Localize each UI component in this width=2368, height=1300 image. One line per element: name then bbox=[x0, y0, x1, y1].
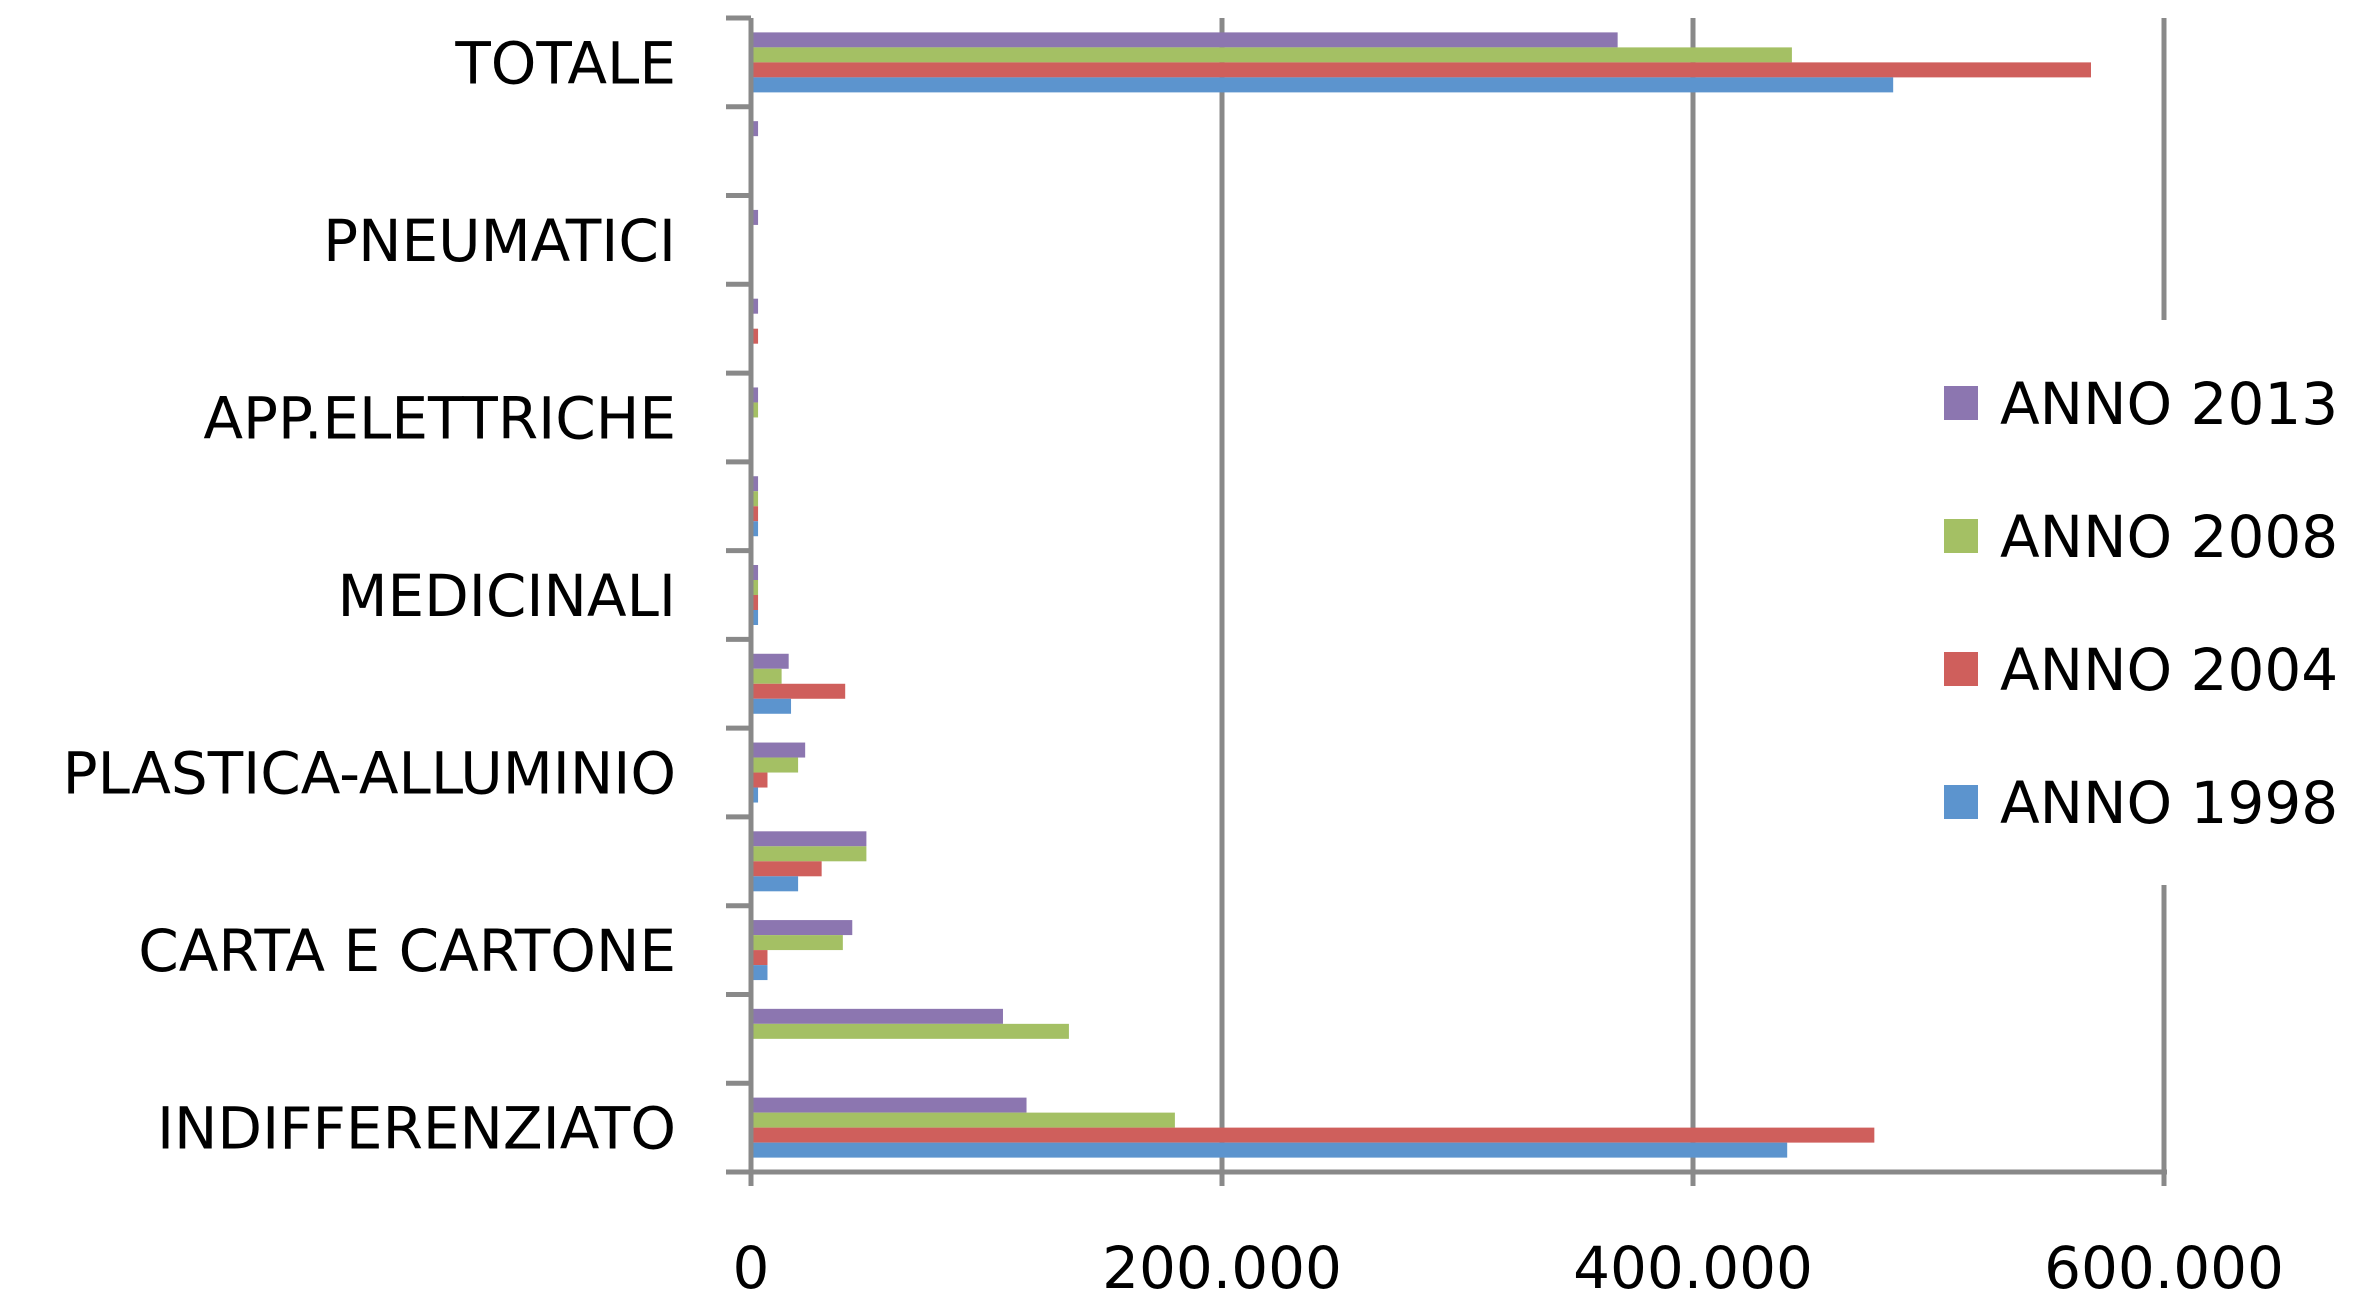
bar-0-0 bbox=[751, 1097, 1027, 1113]
bar-9-0 bbox=[751, 298, 759, 314]
bar-7-2 bbox=[751, 506, 759, 522]
legend-label-1: ANNO 2008 bbox=[2000, 503, 2338, 571]
bar-0-2 bbox=[751, 1127, 1875, 1143]
x-tick-label-2: 400.000 bbox=[1573, 1234, 1813, 1300]
bar-2-2 bbox=[751, 950, 768, 966]
bar-1-0 bbox=[751, 1008, 1003, 1024]
bar-6-1 bbox=[751, 580, 759, 595]
legend-swatch-1 bbox=[1944, 519, 1978, 553]
bar-12-1 bbox=[751, 47, 1792, 63]
category-label-6: MEDICINALI bbox=[337, 562, 676, 630]
legend-swatch-0 bbox=[1944, 386, 1978, 420]
bar-3-1 bbox=[751, 846, 867, 862]
category-label-2: CARTA E CARTONE bbox=[138, 917, 676, 985]
bar-12-0 bbox=[751, 32, 1618, 48]
bar-9-2 bbox=[751, 328, 759, 344]
gridlines bbox=[1219, 18, 2167, 1172]
bar-7-1 bbox=[751, 491, 759, 507]
category-label-4: PLASTICA-ALLUMINIO bbox=[63, 740, 676, 808]
category-label-8: APP.ELETTRICHE bbox=[203, 384, 676, 452]
category-labels: INDIFFERENZIATO CARTA E CARTONE PLASTICA-A… bbox=[63, 29, 676, 1162]
legend: ANNO 2013 ANNO 2008 ANNO 2004 ANNO 1998 bbox=[1944, 370, 2338, 837]
legend-label-2: ANNO 2004 bbox=[2000, 636, 2338, 704]
axes bbox=[726, 15, 2167, 1186]
bar-0-3 bbox=[751, 1142, 1788, 1158]
bar-6-3 bbox=[751, 610, 759, 625]
bar-2-3 bbox=[751, 965, 768, 981]
bar-5-2 bbox=[751, 683, 846, 699]
legend-label-3: ANNO 1998 bbox=[2000, 769, 2338, 837]
x-tick-labels: 0 200.000 400.000 600.000 bbox=[733, 1234, 2284, 1300]
bar-2-0 bbox=[751, 920, 853, 936]
bar-6-0 bbox=[751, 565, 759, 580]
legend-swatch-2 bbox=[1944, 652, 1978, 686]
category-label-12: TOTALE bbox=[454, 29, 676, 97]
bar-11-0 bbox=[751, 121, 759, 137]
bar-5-1 bbox=[751, 668, 782, 684]
bar-10-0 bbox=[751, 209, 759, 225]
bar-1-1 bbox=[751, 1023, 1069, 1039]
category-label-0: INDIFFERENZIATO bbox=[157, 1095, 676, 1163]
bar-4-0 bbox=[751, 742, 806, 758]
bar-3-2 bbox=[751, 861, 822, 877]
bar-8-1 bbox=[751, 402, 759, 418]
bar-7-0 bbox=[751, 476, 759, 492]
bar-5-3 bbox=[751, 698, 792, 714]
bar-2-1 bbox=[751, 935, 843, 951]
bar-12-3 bbox=[751, 77, 1894, 93]
bar-6-2 bbox=[751, 595, 759, 610]
bar-12-2 bbox=[751, 62, 2091, 78]
bar-3-0 bbox=[751, 831, 867, 847]
bar-4-2 bbox=[751, 772, 768, 788]
legend-swatch-3 bbox=[1944, 785, 1978, 819]
bar-4-3 bbox=[751, 787, 759, 803]
bar-3-3 bbox=[751, 876, 799, 892]
bar-8-0 bbox=[751, 387, 759, 403]
bar-5-0 bbox=[751, 653, 789, 669]
bar-0-1 bbox=[751, 1112, 1175, 1128]
x-tick-label-0: 0 bbox=[733, 1234, 770, 1300]
bar-4-1 bbox=[751, 757, 799, 773]
bar-7-3 bbox=[751, 521, 759, 537]
bars bbox=[751, 32, 2091, 1158]
legend-label-0: ANNO 2013 bbox=[2000, 370, 2338, 438]
x-tick-label-3: 600.000 bbox=[2044, 1234, 2284, 1300]
x-tick-label-1: 200.000 bbox=[1102, 1234, 1342, 1300]
category-label-10: PNEUMATICI bbox=[323, 207, 676, 275]
